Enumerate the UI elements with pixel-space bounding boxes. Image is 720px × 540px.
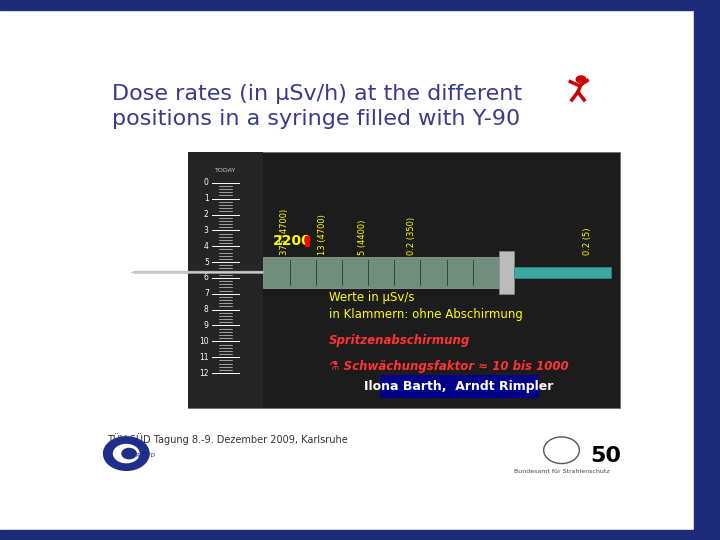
Text: Bundesamt für Strahlenschutz: Bundesamt für Strahlenschutz [513,469,609,474]
Text: Ilona Barth,  Arndt Rimpler: Ilona Barth, Arndt Rimpler [364,380,554,393]
Text: Werte in μSv/s
in Klammern: ohne Abschirmung: Werte in μSv/s in Klammern: ohne Abschir… [329,291,523,321]
Text: TODAY: TODAY [215,167,236,172]
Circle shape [121,448,137,460]
Bar [379,375,539,397]
Text: 5 (4400): 5 (4400) [358,220,366,255]
Text: 12: 12 [199,369,209,377]
Text: 0.2 (350): 0.2 (350) [408,217,416,255]
Text: 13 (4700): 13 (4700) [318,214,327,255]
Text: 8: 8 [204,305,209,314]
Text: 4: 4 [204,242,209,251]
Bar [499,251,514,294]
Text: 5: 5 [204,258,209,267]
Text: ⚗ Schwächungsfaktor ≈ 10 bis 1000: ⚗ Schwächungsfaktor ≈ 10 bis 1000 [329,360,569,373]
Text: 3: 3 [204,226,209,235]
Bar [305,237,310,247]
Circle shape [575,75,587,84]
Text: 1: 1 [204,194,209,203]
Text: 7: 7 [204,289,209,298]
Text: 0.2 (5): 0.2 (5) [582,228,592,255]
Text: 9: 9 [204,321,209,330]
Text: 2: 2 [204,210,209,219]
Text: 6: 6 [204,273,209,282]
Text: Dose rates (in μSv/h) at the different
positions in a syringe filled with Y-90: Dose rates (in μSv/h) at the different p… [112,84,523,129]
Text: Spritzenabschirmung: Spritzenabschirmung [329,334,471,347]
Circle shape [103,436,150,471]
FancyArrow shape [132,271,264,274]
Bar [514,267,611,278]
Bar [188,152,620,408]
Text: 11: 11 [199,353,209,362]
Text: RAMTD: RAMTD [136,453,156,458]
Text: TÜV SÜD Tagung 8.-9. Dezember 2009, Karlsruhe: TÜV SÜD Tagung 8.-9. Dezember 2009, Karl… [107,433,348,444]
Text: 2200: 2200 [273,234,312,248]
Text: 10: 10 [199,337,209,346]
Text: 375 (4700): 375 (4700) [280,209,289,255]
Text: 50: 50 [590,446,621,465]
Bar [264,257,499,288]
Circle shape [112,443,141,464]
Bar [188,152,264,408]
Text: 0: 0 [204,178,209,187]
